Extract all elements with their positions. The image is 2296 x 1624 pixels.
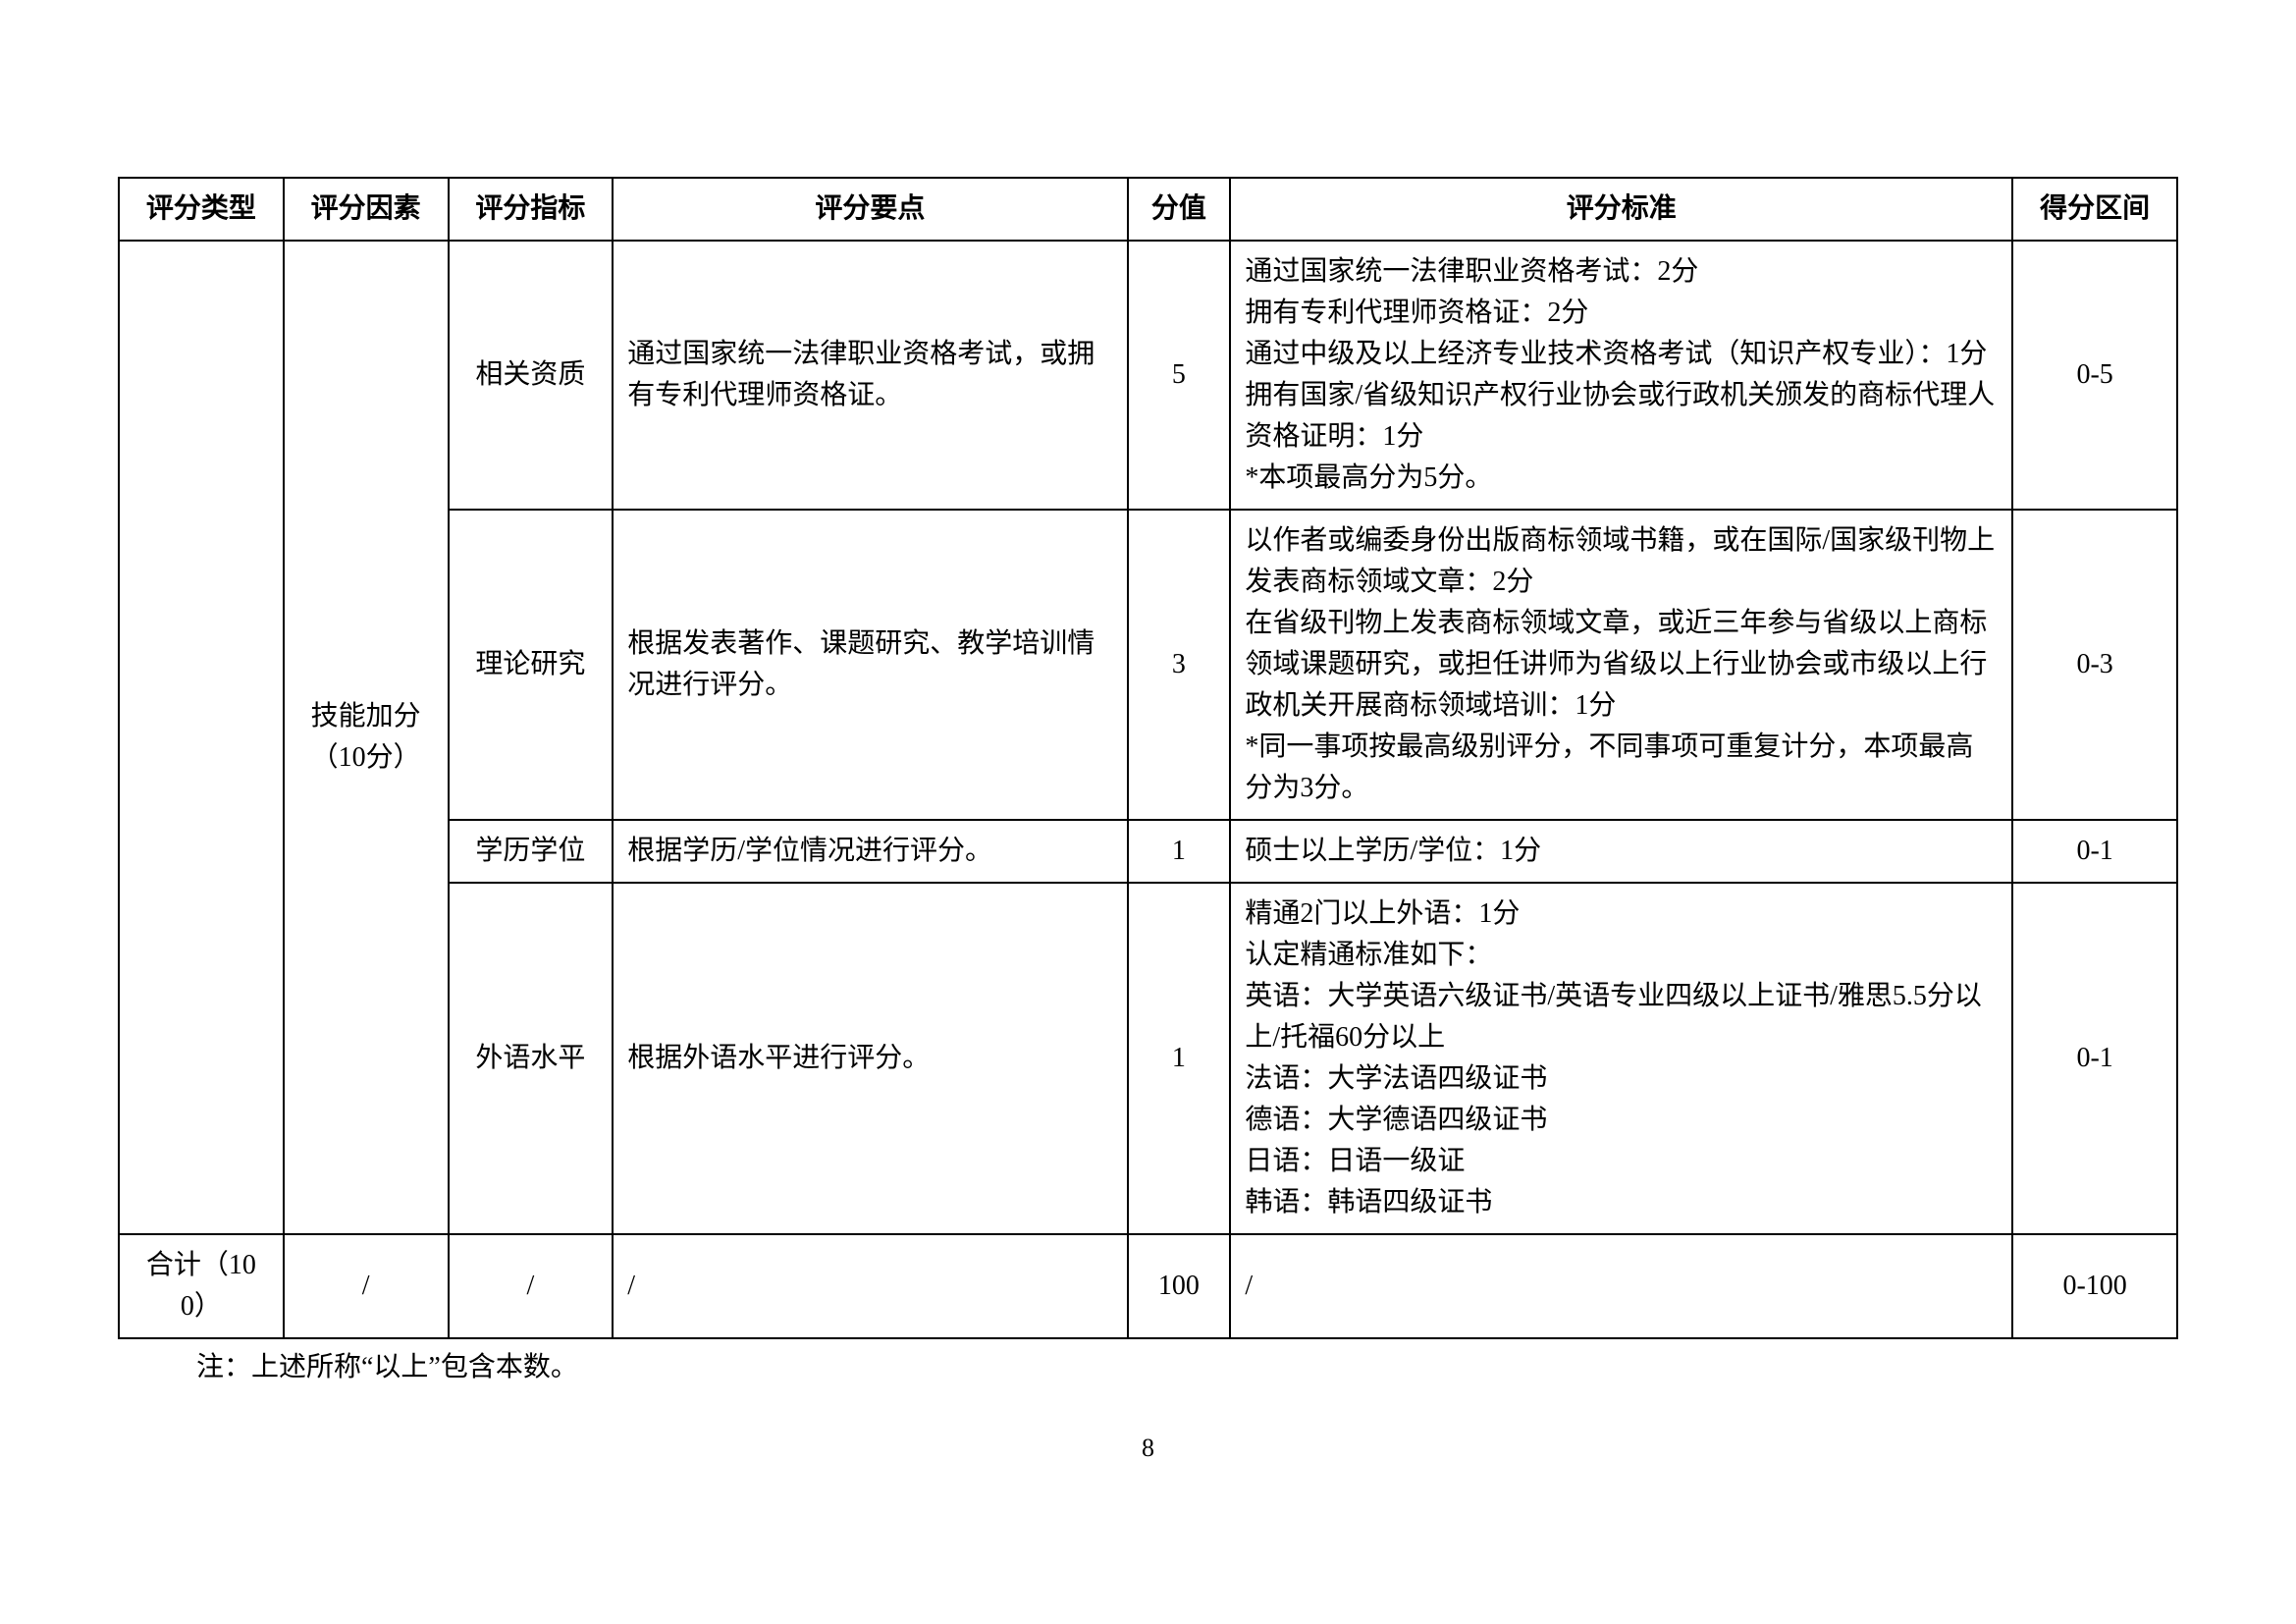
header-row: 评分类型 评分因素 评分指标 评分要点 分值 评分标准 得分区间 bbox=[119, 178, 2177, 241]
cell-keypoint: 根据外语水平进行评分。 bbox=[613, 883, 1127, 1234]
cell-indicator: 理论研究 bbox=[449, 510, 614, 820]
cell-keypoint: 通过国家统一法律职业资格考试，或拥有专利代理师资格证。 bbox=[613, 241, 1127, 510]
col-keypoint: 评分要点 bbox=[613, 178, 1127, 241]
page-number: 8 bbox=[118, 1434, 2178, 1463]
cell-keypoint: 根据发表著作、课题研究、教学培训情况进行评分。 bbox=[613, 510, 1127, 820]
cell-range: 0-5 bbox=[2012, 241, 2177, 510]
cell-type bbox=[119, 241, 284, 1234]
col-standard: 评分标准 bbox=[1230, 178, 2012, 241]
col-factor: 评分因素 bbox=[284, 178, 449, 241]
total-factor: / bbox=[284, 1234, 449, 1338]
cell-factor: 技能加分（10分） bbox=[284, 241, 449, 1234]
total-indicator: / bbox=[449, 1234, 614, 1338]
cell-range: 0-1 bbox=[2012, 820, 2177, 883]
total-score: 100 bbox=[1128, 1234, 1231, 1338]
cell-range: 0-3 bbox=[2012, 510, 2177, 820]
footnote: 注：上述所称“以上”包含本数。 bbox=[118, 1345, 2178, 1384]
cell-score: 1 bbox=[1128, 883, 1231, 1234]
scoring-table: 评分类型 评分因素 评分指标 评分要点 分值 评分标准 得分区间 技能加分（10… bbox=[118, 177, 2178, 1339]
col-type: 评分类型 bbox=[119, 178, 284, 241]
cell-keypoint: 根据学历/学位情况进行评分。 bbox=[613, 820, 1127, 883]
total-range: 0-100 bbox=[2012, 1234, 2177, 1338]
cell-score: 5 bbox=[1128, 241, 1231, 510]
cell-standard: 硕士以上学历/学位：1分 bbox=[1230, 820, 2012, 883]
col-range: 得分区间 bbox=[2012, 178, 2177, 241]
cell-indicator: 学历学位 bbox=[449, 820, 614, 883]
cell-score: 1 bbox=[1128, 820, 1231, 883]
cell-standard: 精通2门以上外语：1分认定精通标准如下：英语：大学英语六级证书/英语专业四级以上… bbox=[1230, 883, 2012, 1234]
table-row: 技能加分（10分） 相关资质 通过国家统一法律职业资格考试，或拥有专利代理师资格… bbox=[119, 241, 2177, 510]
cell-indicator: 相关资质 bbox=[449, 241, 614, 510]
cell-indicator: 外语水平 bbox=[449, 883, 614, 1234]
total-row: 合计（100） / / / 100 / 0-100 bbox=[119, 1234, 2177, 1338]
col-indicator: 评分指标 bbox=[449, 178, 614, 241]
cell-range: 0-1 bbox=[2012, 883, 2177, 1234]
col-score: 分值 bbox=[1128, 178, 1231, 241]
cell-standard: 以作者或编委身份出版商标领域书籍，或在国际/国家级刊物上发表商标领域文章：2分在… bbox=[1230, 510, 2012, 820]
cell-score: 3 bbox=[1128, 510, 1231, 820]
total-keypoint: / bbox=[613, 1234, 1127, 1338]
cell-standard: 通过国家统一法律职业资格考试：2分拥有专利代理师资格证：2分通过中级及以上经济专… bbox=[1230, 241, 2012, 510]
total-type: 合计（100） bbox=[119, 1234, 284, 1338]
total-standard: / bbox=[1230, 1234, 2012, 1338]
